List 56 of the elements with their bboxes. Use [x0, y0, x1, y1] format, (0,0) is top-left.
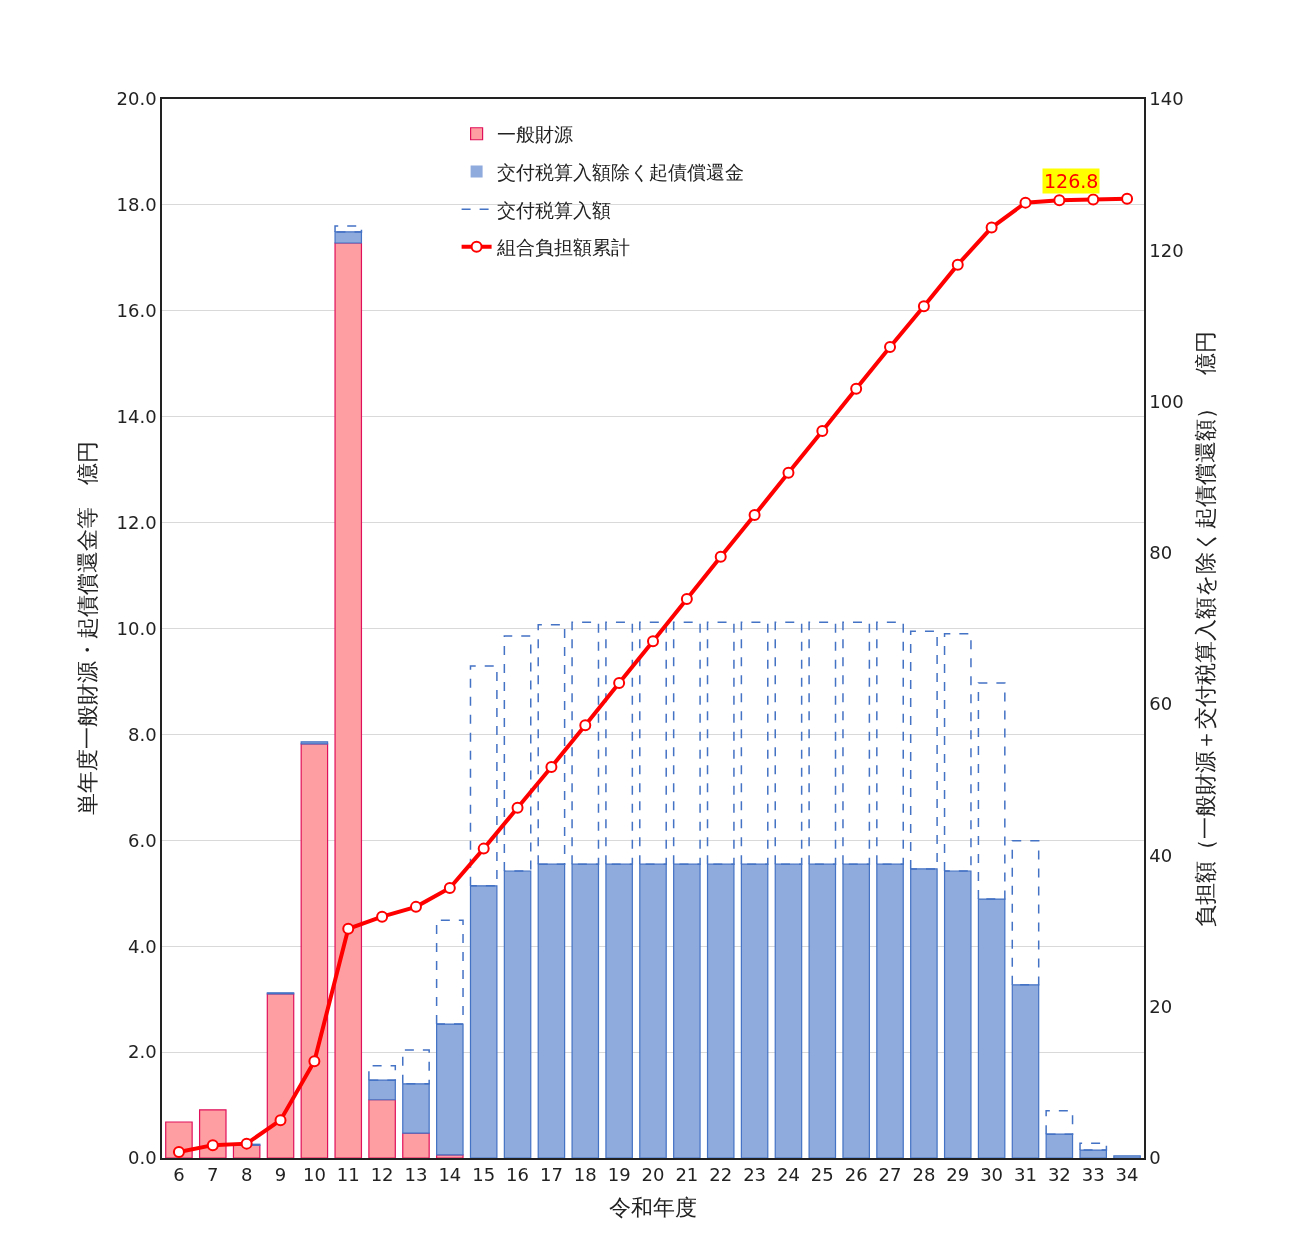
y2-tick-label: 140 [1149, 88, 1184, 110]
y2-tick-label: 0 [1149, 1147, 1161, 1169]
x-tick-label: 33 [1081, 1164, 1105, 1186]
y-tick-label: 20.0 [116, 88, 157, 110]
x-tick-label: 19 [607, 1164, 631, 1186]
y-tick-label: 2.0 [128, 1041, 157, 1063]
x-tick-label: 11 [336, 1164, 360, 1186]
x-tick-label: 21 [675, 1164, 699, 1186]
x-tick-label: 31 [1014, 1164, 1037, 1186]
x-tick-label: 6 [173, 1164, 185, 1186]
y2-axis-title: 負担額（一般財源＋交付税算入額を除く起債償還額） 億円 [1193, 330, 1219, 927]
y-tick-label: 0.0 [128, 1147, 157, 1169]
y2-tick-label: 60 [1149, 693, 1173, 715]
annotation: 126.8 [1044, 170, 1099, 192]
x-axis-title: 令和年度 [609, 1194, 697, 1220]
y-tick-label: 18.0 [116, 194, 157, 216]
x-tick-label: 26 [844, 1164, 868, 1186]
y-tick-label: 12.0 [116, 511, 157, 533]
x-tick-label: 17 [539, 1164, 563, 1186]
x-tick-label: 32 [1047, 1164, 1071, 1186]
x-tick-label: 23 [743, 1164, 767, 1186]
y-tick-label: 14.0 [116, 406, 157, 427]
x-tick-label: 15 [472, 1164, 496, 1186]
y2-tick-label: 100 [1149, 390, 1184, 412]
x-tick-label: 27 [878, 1164, 902, 1186]
x-tick-label: 9 [274, 1164, 287, 1186]
y2-tick-label: 40 [1149, 844, 1173, 866]
legend-label: 交付税算入額除く起債償還金 [496, 160, 744, 183]
x-tick-label: 24 [777, 1164, 800, 1186]
x-tick-label: 22 [709, 1164, 733, 1186]
y2-tick-label: 80 [1149, 542, 1173, 564]
x-tick-label: 8 [240, 1164, 253, 1186]
legend-label: 一般財源 [496, 123, 573, 146]
x-tick-label: 29 [946, 1164, 970, 1186]
y2-tick-label: 20 [1149, 996, 1173, 1018]
y2-tick-label: 120 [1149, 239, 1184, 261]
x-tick-label: 20 [641, 1164, 665, 1186]
y-tick-label: 8.0 [128, 723, 157, 745]
x-tick-label: 34 [1115, 1164, 1139, 1186]
y-tick-label: 6.0 [128, 829, 157, 851]
y-axis-title: 単年度一般財源・起債償還金等 億円 [74, 441, 100, 816]
y-tick-label: 10.0 [116, 617, 157, 639]
x-tick-label: 28 [912, 1164, 936, 1186]
x-tick-label: 25 [810, 1164, 834, 1186]
x-tick-label: 7 [207, 1164, 219, 1186]
x-tick-label: 10 [302, 1164, 326, 1186]
y-tick-label: 4.0 [128, 935, 157, 957]
x-tick-label: 14 [438, 1164, 462, 1186]
x-tick-label: 30 [980, 1164, 1004, 1186]
y-tick-label: 16.0 [116, 300, 157, 322]
x-tick-label: 12 [370, 1164, 394, 1186]
x-tick-label: 13 [404, 1164, 428, 1186]
x-tick-label: 18 [573, 1164, 597, 1186]
x-tick-label: 16 [506, 1164, 529, 1186]
legend-label: 組合負担額累計 [495, 236, 630, 259]
legend-label: 交付税算入額 [496, 198, 611, 221]
